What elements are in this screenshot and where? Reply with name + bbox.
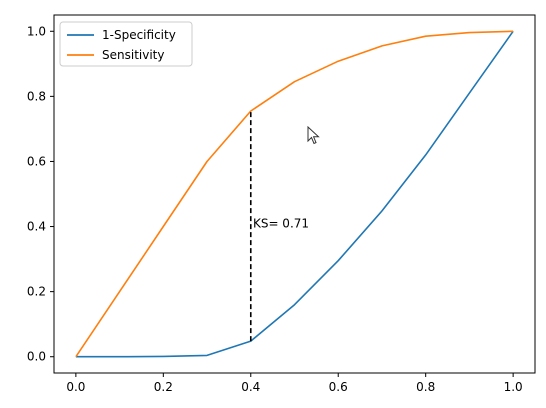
y-tick-label: 0.0: [27, 350, 46, 364]
x-tick-label: 0.8: [416, 380, 435, 394]
x-tick-label: 0.2: [154, 380, 173, 394]
legend-label: 1-Specificity: [102, 28, 176, 42]
legend-label: Sensitivity: [102, 48, 164, 62]
series-line-sensitivity: [75, 30, 514, 358]
series-line-specificity: [75, 30, 514, 358]
x-tick-label: 0.6: [329, 380, 348, 394]
y-tick-label: 0.8: [27, 89, 46, 103]
y-tick-label: 1.0: [27, 24, 46, 38]
plot-frame: [53, 14, 536, 374]
mouse-pointer-icon: [307, 126, 320, 145]
y-tick-label: 0.2: [27, 285, 46, 299]
ks-annotation-label: KS= 0.71: [253, 216, 309, 230]
y-tick-label: 0.4: [27, 220, 46, 234]
y-tick-label: 0.6: [27, 154, 46, 168]
x-tick-label: 0.4: [241, 380, 260, 394]
x-tick-label: 1.0: [504, 380, 523, 394]
x-tick-label: 0.0: [66, 380, 85, 394]
